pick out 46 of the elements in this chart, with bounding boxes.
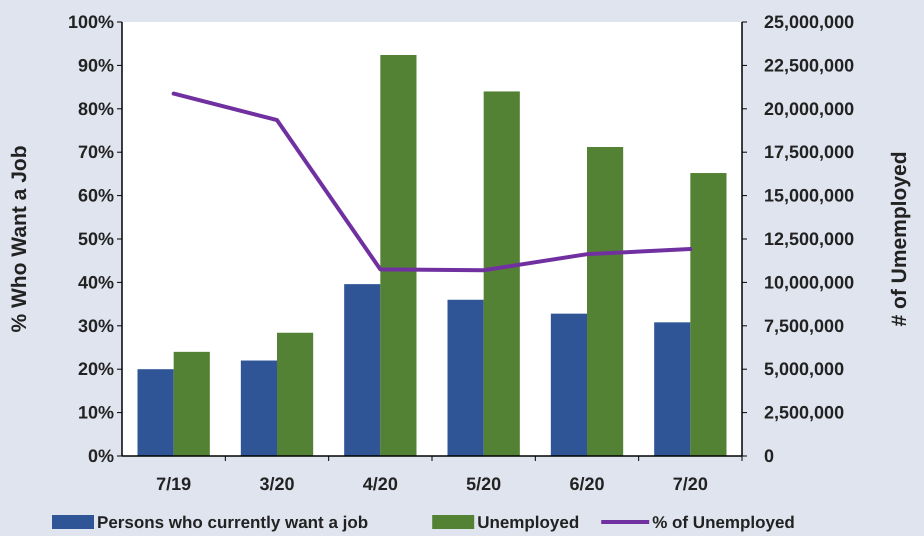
y2-tick-label: 5,000,000 <box>764 359 844 380</box>
y2-tick-label: 7,500,000 <box>764 316 844 336</box>
legend-label: % of Unemployed <box>652 513 795 532</box>
y-tick-label: 10% <box>78 402 114 423</box>
legend-label: Unemployed <box>477 513 580 532</box>
bar <box>138 369 174 456</box>
bar <box>484 91 520 456</box>
y2-tick-label: 10,000,000 <box>764 272 854 292</box>
y-tick-label: 0% <box>88 446 114 466</box>
y-tick-label: 80% <box>78 98 114 119</box>
bar <box>277 332 314 456</box>
y-tick-label: 40% <box>78 272 114 292</box>
bar <box>690 173 726 456</box>
y2-tick-label: 12,500,000 <box>764 229 854 249</box>
y-tick-label: 100% <box>68 12 114 32</box>
y-tick-label: 20% <box>78 359 114 380</box>
bar <box>448 300 484 456</box>
y2-tick-label: 2,500,000 <box>764 402 844 423</box>
y2-tick-label: 22,500,000 <box>764 55 854 76</box>
y2-tick-label: 0 <box>764 446 774 466</box>
y-axis-title: % Who Want a Job <box>8 145 31 333</box>
y2-tick-label: 25,000,000 <box>764 12 854 32</box>
y-tick-label: 90% <box>78 55 114 76</box>
bar <box>587 146 624 456</box>
x-tick-label: 4/20 <box>362 474 398 494</box>
y-tick-label: 70% <box>78 142 114 162</box>
bar <box>174 352 210 456</box>
bar <box>344 284 380 456</box>
x-tick-label: 3/20 <box>259 474 295 494</box>
y-tick-label: 30% <box>78 316 114 336</box>
x-tick-label: 5/20 <box>466 474 502 494</box>
bar <box>550 314 587 456</box>
y2-tick-label: 20,000,000 <box>764 98 854 119</box>
y2-tick-label: 17,500,000 <box>764 142 854 162</box>
legend-label: Persons who currently want a job <box>97 513 368 532</box>
x-tick-label: 7/19 <box>156 474 192 494</box>
x-tick-label: 6/20 <box>569 474 605 494</box>
y2-axis-title: # of Umemployed <box>888 151 911 327</box>
bar <box>654 322 690 456</box>
y2-tick-label: 15,000,000 <box>764 186 854 206</box>
x-tick-label: 7/20 <box>672 474 708 494</box>
bar <box>240 360 277 456</box>
bar <box>380 54 416 456</box>
y-tick-label: 60% <box>78 186 114 206</box>
y-tick-label: 50% <box>78 229 114 249</box>
line-series <box>172 92 692 272</box>
